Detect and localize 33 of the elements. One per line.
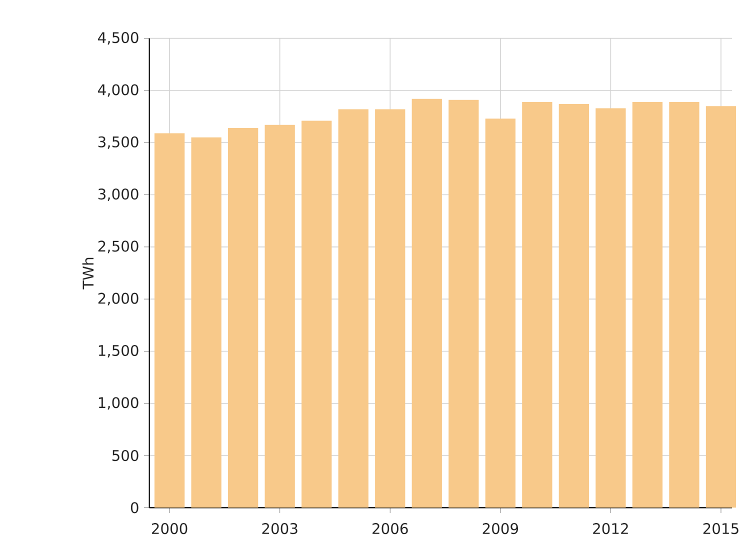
bar xyxy=(448,100,479,508)
y-tick-label: 3,000 xyxy=(98,188,138,202)
y-tick-label: 0 xyxy=(130,502,138,514)
y-tick-label: 3,500 xyxy=(98,136,138,149)
x-tick-label: 2000 xyxy=(152,523,188,534)
y-tick-label: 2,500 xyxy=(98,240,138,254)
y-tick-label: 4,500 xyxy=(98,32,138,45)
y-tick-label: 4,000 xyxy=(98,84,138,97)
bar xyxy=(154,133,185,508)
x-tick-label: 2012 xyxy=(593,523,628,534)
bar xyxy=(375,109,406,508)
bar xyxy=(302,120,332,508)
y-tick-label: 2,000 xyxy=(98,292,138,306)
x-tick-label: 2006 xyxy=(372,523,408,534)
y-axis-title: TWh xyxy=(82,258,94,290)
bar xyxy=(338,109,368,508)
y-tick-label: 500 xyxy=(112,450,138,462)
y-tick-label: 1,500 xyxy=(98,344,138,358)
bar xyxy=(596,108,626,508)
x-tick-label: 2009 xyxy=(482,523,518,534)
bar xyxy=(522,102,552,508)
bar xyxy=(558,104,590,508)
bar xyxy=(706,106,736,508)
bar xyxy=(264,124,295,508)
x-tick-label: 2003 xyxy=(262,523,298,534)
bar xyxy=(632,102,663,508)
bar xyxy=(228,128,258,508)
y-tick-label: 1,000 xyxy=(98,397,138,410)
bar xyxy=(412,98,442,508)
bar xyxy=(485,118,516,508)
bar xyxy=(669,102,700,508)
x-tick-label: 2015 xyxy=(703,523,738,534)
bar xyxy=(191,137,222,508)
